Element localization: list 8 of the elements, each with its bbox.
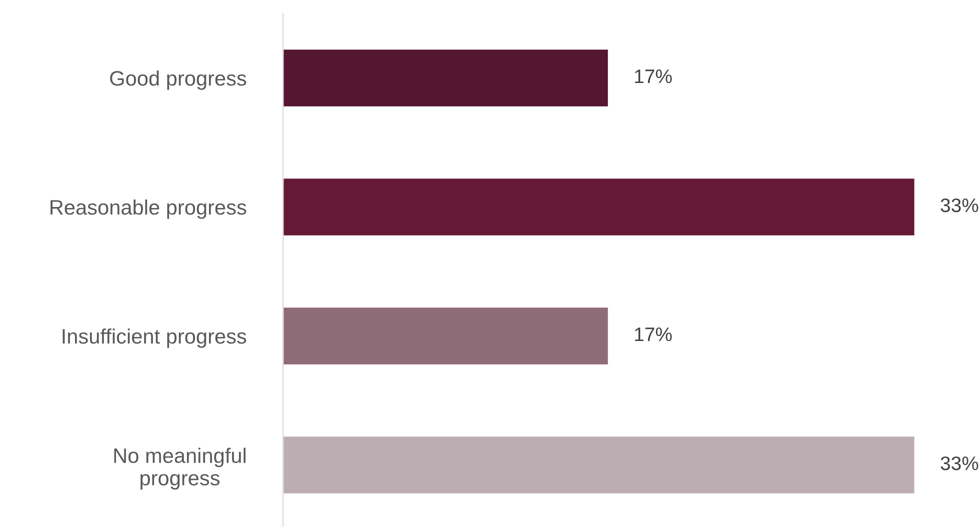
data-label: 17% xyxy=(635,328,672,342)
y-tick-label: Good progress xyxy=(110,70,246,90)
y-tick-label: Insufficient progress xyxy=(62,328,246,348)
y-tick-label: Reasonable progress xyxy=(50,199,246,219)
y-tick-label: No meaningful progress xyxy=(114,448,246,490)
data-label: 33% xyxy=(940,456,978,470)
data-label: 33% xyxy=(940,198,978,212)
data-label: 17% xyxy=(635,70,672,84)
